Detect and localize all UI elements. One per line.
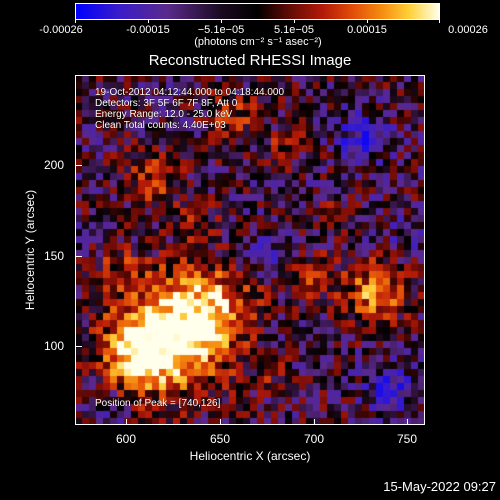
y-tick xyxy=(76,256,82,257)
colorbar-tick-label: 5.1e−05 xyxy=(273,24,315,36)
annotation-energy: Energy Range: 12.0 - 25.0 keV xyxy=(95,109,233,120)
plot-frame xyxy=(75,75,425,425)
colorbar-tick xyxy=(439,20,440,23)
colorbar-tick-label: -0.00026 xyxy=(39,24,83,36)
colorbar-tick-label: 0.00015 xyxy=(347,24,387,36)
annotation-clean: Clean Total counts: 4.40E+03 xyxy=(95,120,226,131)
x-tick xyxy=(126,419,127,425)
x-tick xyxy=(407,419,408,425)
colorbar-tick-label: 0.00026 xyxy=(448,24,488,36)
colorbar-tick xyxy=(221,20,222,23)
x-tick-label: 650 xyxy=(209,432,231,446)
annotation-time-range: 19-Oct-2012 04:12:44.000 to 04:18:44.000 xyxy=(95,87,285,98)
y-tick xyxy=(76,346,82,347)
x-axis-title: Heliocentric X (arcsec) xyxy=(189,449,311,463)
colorbar-tick xyxy=(75,20,76,23)
colorbar xyxy=(75,3,440,20)
x-tick-label: 600 xyxy=(115,432,137,446)
annotation-peak: Position of Peak = [740,126] xyxy=(95,398,221,409)
y-tick xyxy=(76,165,82,166)
colorbar-tick xyxy=(294,20,295,23)
y-axis-title: Heliocentric Y (arcsec) xyxy=(23,189,37,311)
y-tick-label: 200 xyxy=(44,158,65,172)
colorbar-tick-label: −5.1e−05 xyxy=(197,24,245,36)
colorbar-tick-label: -0.00015 xyxy=(126,24,170,36)
plot-timestamp: 15-May-2022 09:27 xyxy=(383,479,496,494)
reconstructed-image xyxy=(75,75,425,425)
annotation-detectors: Detectors: 3F 5F 6F 7F 8F, Att 0 xyxy=(95,98,238,109)
x-tick-label: 750 xyxy=(396,432,418,446)
y-tick-label: 100 xyxy=(44,339,65,353)
colorbar-tick xyxy=(367,20,368,23)
colorbar-units: (photons cm⁻² s⁻¹ asec⁻²) xyxy=(194,36,322,48)
image-title: Reconstructed RHESSI Image xyxy=(148,52,352,69)
x-tick-label: 700 xyxy=(303,432,325,446)
y-tick-label: 150 xyxy=(44,249,65,263)
x-tick xyxy=(220,419,221,425)
colorbar-tick xyxy=(148,20,149,23)
x-tick xyxy=(314,419,315,425)
